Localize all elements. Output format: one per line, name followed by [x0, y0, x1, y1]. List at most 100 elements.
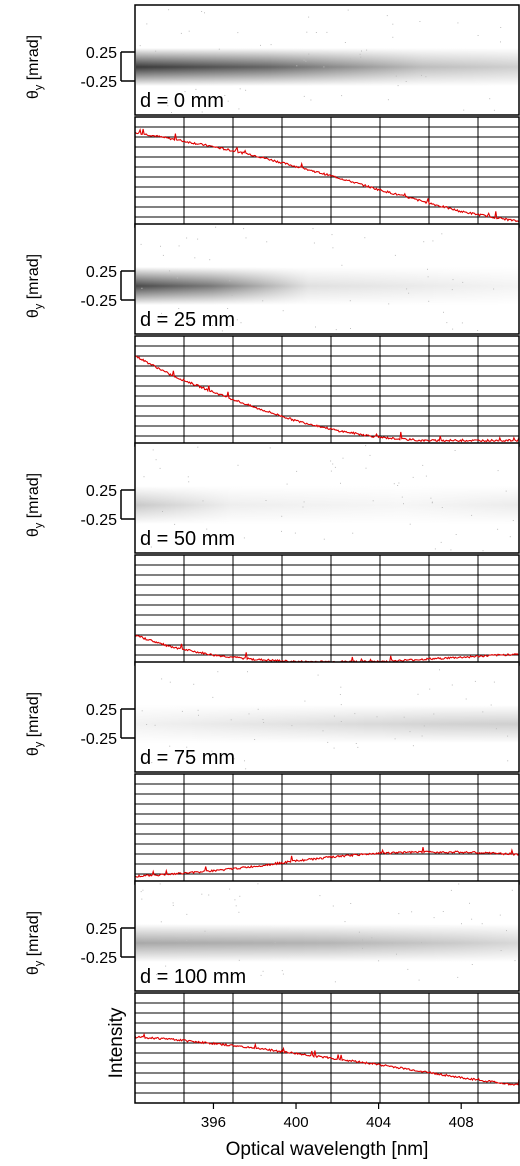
image-noise	[221, 330, 223, 332]
image-noise	[493, 681, 495, 683]
image-noise	[397, 485, 399, 486]
image-noise	[392, 23, 394, 25]
image-noise	[403, 716, 405, 718]
image-noise	[421, 735, 423, 737]
image-noise	[140, 243, 142, 245]
image-noise	[411, 911, 413, 913]
image-noise	[202, 500, 204, 502]
image-noise	[422, 464, 424, 466]
image-noise	[161, 678, 163, 680]
image-noise	[408, 292, 410, 294]
image-noise	[156, 319, 158, 321]
image-noise	[227, 308, 229, 309]
image-noise	[357, 746, 359, 748]
image-noise	[509, 536, 511, 538]
spectrum-grid	[135, 993, 519, 1103]
spectrum-background	[135, 774, 519, 884]
angle-axis-label: θy [mrad]	[25, 35, 45, 99]
image-noise	[359, 53, 361, 55]
image-noise	[184, 91, 186, 93]
image-noise	[198, 714, 199, 716]
image-noise	[330, 470, 332, 472]
angle-tick-bracket	[120, 51, 135, 82]
image-noise	[349, 300, 351, 302]
image-noise	[392, 36, 394, 38]
image-noise	[296, 470, 298, 472]
image-noise	[182, 54, 184, 56]
image-noise	[319, 895, 321, 897]
angle-tick-label: -0.25	[81, 512, 118, 529]
image-noise	[500, 950, 502, 951]
image-noise	[143, 476, 145, 478]
image-noise	[238, 108, 240, 110]
angle-axis-label: θy [mrad]	[25, 254, 45, 318]
image-noise	[229, 325, 231, 327]
image-noise	[471, 964, 473, 965]
image-noise	[174, 523, 176, 525]
image-noise	[440, 541, 442, 543]
image-noise	[427, 268, 428, 270]
image-noise	[500, 27, 502, 28]
image-noise	[350, 903, 352, 904]
image-noise	[197, 446, 199, 448]
image-noise	[269, 447, 271, 449]
image-noise	[443, 311, 444, 313]
image-noise	[358, 931, 360, 933]
image-noise	[230, 719, 232, 721]
image-band-fade	[136, 924, 518, 962]
image-noise	[186, 237, 188, 239]
image-noise	[376, 716, 378, 718]
image-noise	[187, 320, 189, 322]
image-noise	[332, 463, 334, 465]
image-noise	[247, 671, 248, 673]
image-noise	[506, 930, 507, 932]
image-noise	[281, 970, 283, 972]
image-noise	[212, 696, 214, 698]
image-noise	[240, 322, 242, 324]
image-noise	[238, 959, 240, 961]
image-noise	[155, 50, 157, 52]
image-band-fade	[136, 486, 518, 524]
image-noise	[245, 89, 247, 91]
image-noise	[409, 523, 411, 525]
image-noise	[481, 923, 483, 925]
image-noise	[250, 939, 252, 941]
image-noise	[465, 698, 467, 700]
image-noise	[457, 22, 459, 24]
image-noise	[482, 711, 484, 713]
image-noise	[341, 95, 343, 97]
image-frame	[134, 223, 520, 335]
spectrum-grid	[135, 117, 519, 227]
image-band-fade	[136, 705, 518, 743]
image-noise	[347, 9, 349, 11]
image-noise	[215, 226, 217, 228]
image-noise	[270, 44, 272, 46]
image-noise	[262, 970, 264, 972]
image-noise	[394, 738, 396, 740]
image-noise	[335, 329, 337, 331]
image-noise	[310, 99, 312, 101]
image-noise	[193, 683, 195, 685]
image-noise	[167, 105, 169, 107]
image-frame	[134, 4, 520, 116]
image-noise	[463, 109, 465, 111]
angle-axis-label: θy [mrad]	[25, 692, 45, 756]
spectrum-grid	[135, 555, 519, 665]
image-noise	[245, 768, 247, 770]
image-noise	[234, 899, 236, 901]
image-noise	[333, 747, 335, 749]
angle-tick-label: 0.25	[86, 483, 117, 500]
image-noise	[378, 960, 380, 962]
image-noise	[340, 721, 342, 722]
panel-1: d = 25 mm 0.25 -0.25 θy [mrad]	[25, 223, 520, 447]
image-noise	[432, 240, 434, 242]
image-noise	[282, 973, 284, 975]
image-noise	[428, 300, 430, 302]
x-tick-label: 400	[284, 1114, 309, 1131]
image-noise	[201, 893, 203, 895]
image-noise	[238, 911, 240, 913]
image-noise	[155, 459, 157, 461]
image-noise	[418, 979, 420, 981]
image-noise	[429, 688, 431, 690]
